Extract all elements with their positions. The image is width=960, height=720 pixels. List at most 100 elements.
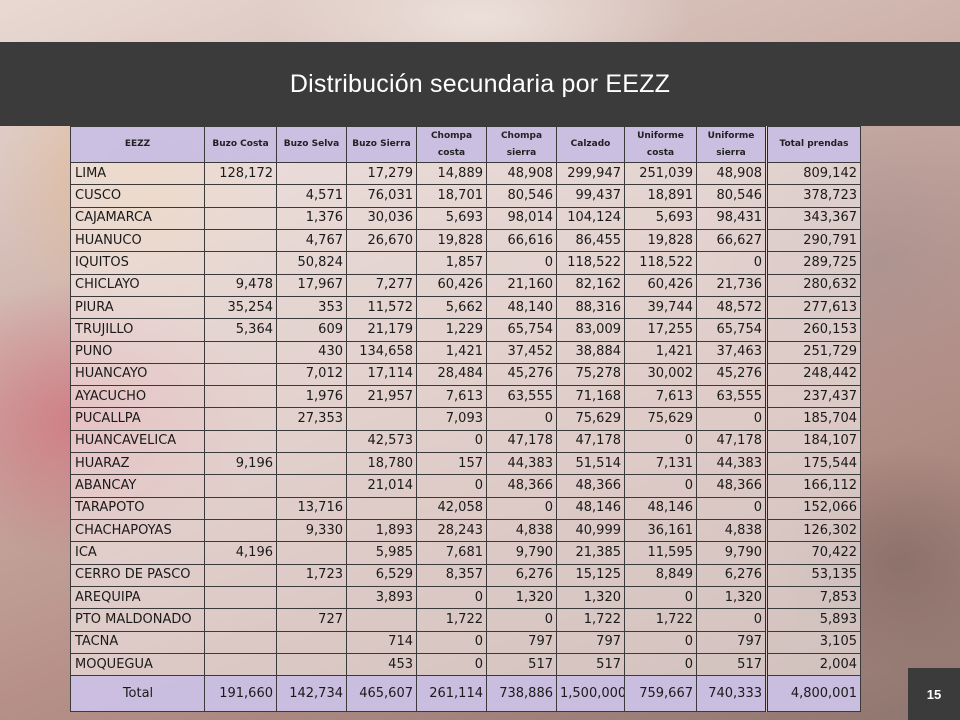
table-row: HUANCAVELICA 42,573 0 47,178 47,178 0 47,178 18… — [70, 429, 861, 454]
cell-uniforme-sierra: 0 — [696, 496, 768, 521]
cell-eezz: PIURA — [70, 295, 205, 320]
cell-eezz: ICA — [70, 541, 205, 565]
table-row: TRUJILLO 5,364 609 21,179 1,229 65,754 83,009 1… — [70, 318, 861, 342]
cell-chompa-sierra: 9,790 — [486, 541, 557, 565]
cell-buzo-costa — [204, 429, 277, 454]
cell-chompa-costa: 1,857 — [416, 251, 487, 275]
table-header-row: EEZZ Buzo Costa Buzo Selva Buzo Sierra C… — [70, 126, 861, 163]
cell-calzado: 51,514 — [556, 452, 625, 476]
cell-eezz: IQUITOS — [70, 251, 205, 275]
total-buzo-costa: 191,660 — [204, 675, 277, 712]
cell-chompa-costa: 28,243 — [416, 518, 487, 543]
total-chompa-costa: 261,114 — [416, 675, 487, 712]
cell-chompa-sierra: 37,452 — [486, 340, 557, 364]
cell-buzo-selva: 1,723 — [276, 563, 347, 587]
cell-total-prendas: 251,729 — [766, 340, 861, 364]
cell-uniforme-sierra: 44,383 — [696, 452, 768, 476]
cell-eezz: LIMA — [70, 161, 205, 186]
cell-eezz: TACNA — [70, 630, 205, 654]
cell-total-prendas: 152,066 — [766, 496, 861, 521]
cell-uniforme-costa: 8,849 — [624, 563, 697, 587]
cell-buzo-costa — [204, 362, 277, 387]
cell-total-prendas: 184,107 — [766, 429, 861, 454]
table-row: PTO MALDONADO 727 1,722 0 1,722 1,722 0 5,893 — [70, 608, 861, 632]
cell-chompa-sierra: 44,383 — [486, 452, 557, 476]
header-eezz: EEZZ — [70, 126, 205, 163]
cell-buzo-sierra: 21,179 — [346, 318, 417, 342]
cell-chompa-sierra: 1,320 — [486, 585, 557, 610]
total-uniforme-sierra: 740,333 — [696, 675, 768, 712]
cell-calzado: 75,278 — [556, 362, 625, 387]
cell-chompa-costa: 1,722 — [416, 608, 487, 632]
cell-uniforme-sierra: 9,790 — [696, 541, 768, 565]
cell-uniforme-costa: 118,522 — [624, 251, 697, 275]
cell-buzo-costa — [204, 251, 277, 275]
cell-buzo-selva: 430 — [276, 340, 347, 364]
table-row: TACNA 714 0 797 797 0 797 3,105 — [70, 630, 861, 654]
table-row: HUANCAYO 7,012 17,114 28,484 45,276 75,278 30,… — [70, 362, 861, 387]
cell-buzo-costa — [204, 585, 277, 610]
cell-buzo-sierra: 17,279 — [346, 161, 417, 186]
cell-eezz: TRUJILLO — [70, 318, 205, 342]
cell-total-prendas: 2,004 — [766, 652, 861, 677]
total-calzado: 1,500,000 — [556, 675, 625, 712]
header-uniforme-sierra: Uniforme sierra — [696, 126, 768, 163]
cell-buzo-sierra: 42,573 — [346, 429, 417, 454]
cell-calzado: 299,947 — [556, 161, 625, 186]
cell-buzo-sierra — [346, 251, 417, 275]
cell-eezz: PUCALLPA — [70, 407, 205, 431]
table-row: HUARAZ 9,196 18,780 157 44,383 51,514 7,131 44,… — [70, 452, 861, 476]
cell-chompa-costa: 0 — [416, 630, 487, 654]
cell-eezz: HUANCAVELICA — [70, 429, 205, 454]
cell-uniforme-sierra: 1,320 — [696, 585, 768, 610]
cell-buzo-sierra: 11,572 — [346, 295, 417, 320]
cell-uniforme-sierra: 63,555 — [696, 385, 768, 409]
cell-buzo-selva — [276, 429, 347, 454]
distribution-table: EEZZ Buzo Costa Buzo Selva Buzo Sierra C… — [70, 126, 861, 712]
cell-uniforme-sierra: 47,178 — [696, 429, 768, 454]
cell-buzo-sierra: 3,893 — [346, 585, 417, 610]
slide-title: Distribución secundaria por EEZZ — [289, 69, 671, 98]
cell-uniforme-costa: 48,146 — [624, 496, 697, 521]
total-total-prendas: 4,800,001 — [766, 675, 861, 712]
cell-buzo-costa: 9,478 — [204, 273, 277, 297]
cell-calzado: 75,629 — [556, 407, 625, 431]
cell-buzo-sierra: 17,114 — [346, 362, 417, 387]
cell-buzo-sierra: 76,031 — [346, 184, 417, 208]
page-number: 15 — [908, 668, 960, 720]
cell-buzo-selva: 27,353 — [276, 407, 347, 431]
cell-buzo-sierra: 26,670 — [346, 228, 417, 253]
cell-uniforme-sierra: 4,838 — [696, 518, 768, 543]
cell-chompa-costa: 1,229 — [416, 318, 487, 342]
cell-chompa-costa: 14,889 — [416, 161, 487, 186]
cell-buzo-costa — [204, 407, 277, 431]
cell-uniforme-costa: 5,693 — [624, 206, 697, 230]
cell-uniforme-sierra: 0 — [696, 407, 768, 431]
cell-chompa-sierra: 6,276 — [486, 563, 557, 587]
cell-uniforme-sierra: 66,627 — [696, 228, 768, 253]
cell-buzo-costa — [204, 340, 277, 364]
cell-chompa-costa: 0 — [416, 429, 487, 454]
cell-buzo-selva: 50,824 — [276, 251, 347, 275]
cell-total-prendas: 70,422 — [766, 541, 861, 565]
cell-buzo-sierra — [346, 608, 417, 632]
cell-total-prendas: 185,704 — [766, 407, 861, 431]
cell-total-prendas: 378,723 — [766, 184, 861, 208]
cell-calzado: 517 — [556, 652, 625, 677]
cell-chompa-sierra: 0 — [486, 608, 557, 632]
total-buzo-selva: 142,734 — [276, 675, 347, 712]
table-row: HUANUCO 4,767 26,670 19,828 66,616 86,455 19,8… — [70, 228, 861, 253]
cell-calzado: 1,722 — [556, 608, 625, 632]
cell-chompa-sierra: 80,546 — [486, 184, 557, 208]
cell-buzo-sierra — [346, 407, 417, 431]
cell-chompa-costa: 0 — [416, 585, 487, 610]
cell-uniforme-sierra: 80,546 — [696, 184, 768, 208]
cell-total-prendas: 166,112 — [766, 474, 861, 498]
cell-buzo-selva — [276, 452, 347, 476]
cell-calzado: 86,455 — [556, 228, 625, 253]
cell-total-prendas: 5,893 — [766, 608, 861, 632]
cell-uniforme-sierra: 6,276 — [696, 563, 768, 587]
cell-chompa-sierra: 63,555 — [486, 385, 557, 409]
cell-chompa-sierra: 0 — [486, 496, 557, 521]
cell-buzo-costa — [204, 652, 277, 677]
